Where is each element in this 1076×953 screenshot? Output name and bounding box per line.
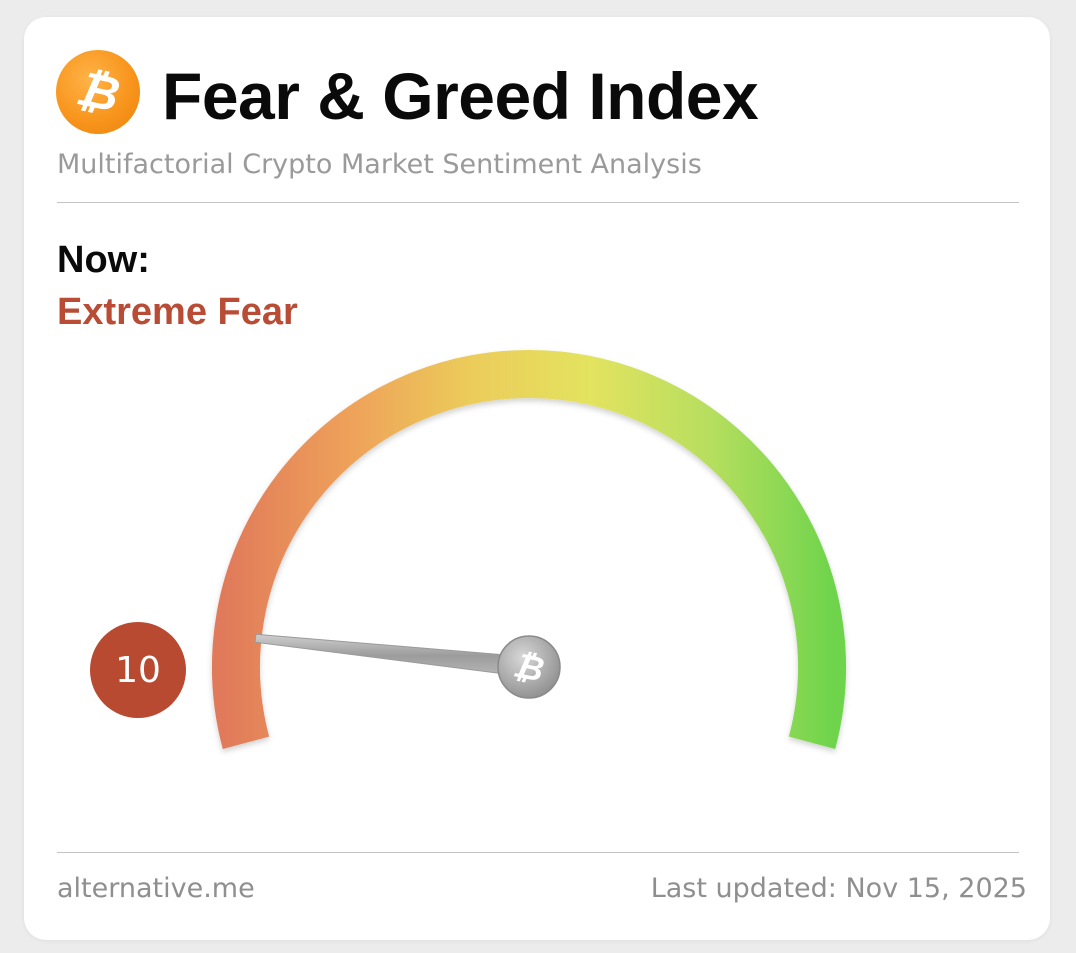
widget-subtitle: Multifactorial Crypto Market Sentiment A…: [57, 149, 702, 180]
footer-divider: [57, 852, 1019, 853]
widget-title: Fear & Greed Index: [162, 59, 759, 133]
source-link[interactable]: alternative.me: [57, 873, 255, 904]
needle-hub: ₿: [497, 635, 561, 699]
sentiment-classification: Extreme Fear: [57, 291, 298, 333]
last-updated: Last updated: Nov 15, 2025: [650, 873, 1027, 904]
header-divider: [57, 202, 1019, 203]
fear-greed-card: ₿ Fear & Greed Index Multifactorial Cryp…: [24, 17, 1050, 940]
now-label: Now:: [57, 239, 150, 281]
score-badge: 10: [90, 622, 186, 718]
sentiment-gauge: ₿: [212, 350, 846, 750]
gauge-arc: [212, 350, 846, 750]
bitcoin-icon: ₿: [56, 50, 140, 134]
score-value: 10: [115, 649, 161, 691]
gauge-needle: [254, 633, 531, 678]
